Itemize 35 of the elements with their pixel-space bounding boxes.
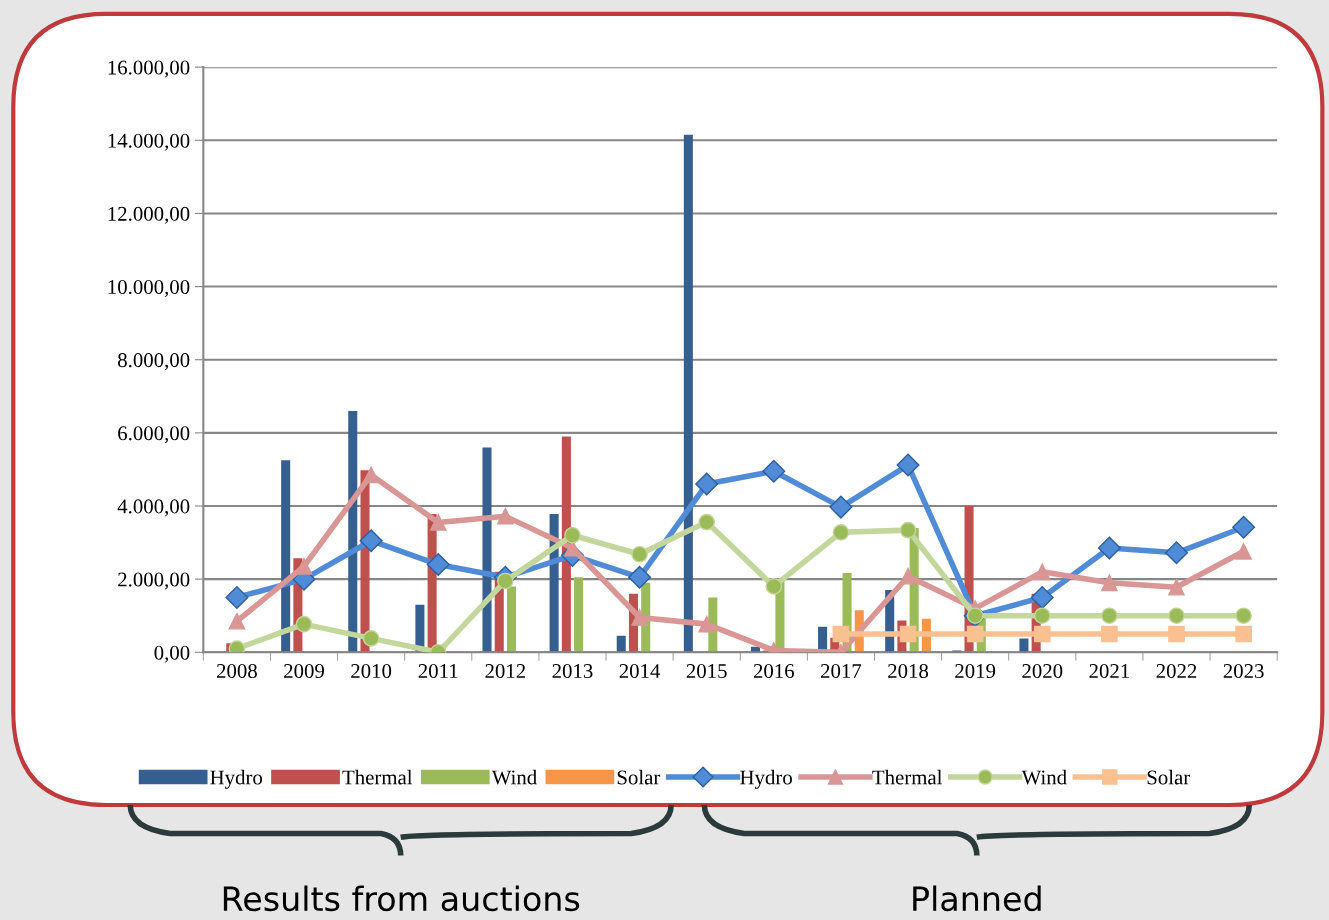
y-tick-label: 16.000,00 <box>108 60 190 78</box>
y-tick-label: 0,00 <box>154 645 190 663</box>
y-tick-label: 2.000,00 <box>118 572 190 590</box>
x-tick-label: 2010 <box>351 663 392 679</box>
legend-label: Hydro <box>210 769 263 789</box>
y-tick-label: 10.000,00 <box>108 279 190 298</box>
legend-label: Solar <box>617 769 661 785</box>
x-tick-label: 2014 <box>619 663 661 679</box>
text: Planned <box>913 885 1041 912</box>
y-tick-label: 14.000,00 <box>108 133 190 151</box>
x-tick-label: 2020 <box>1022 663 1063 679</box>
x-tick-label: 2017 <box>821 663 862 679</box>
x-tick-label: 2013 <box>552 663 593 679</box>
y-tick-label: 8.000,00 <box>118 353 190 371</box>
x-tick-label: 2021 <box>1089 663 1129 679</box>
x-tick-label: 2019 <box>955 663 996 679</box>
x-tick-label: 2022 <box>1156 663 1197 679</box>
y-tick-label: 6.000,00 <box>118 426 190 444</box>
x-tick-label: 2009 <box>284 663 324 679</box>
y-tick-label: 4.000,00 <box>117 499 190 517</box>
y-tick-label: 12.000,00 <box>108 206 190 224</box>
legend-label: Solar <box>1147 769 1191 785</box>
x-tick-label: 2012 <box>485 663 526 679</box>
legend-label: Wind <box>491 769 537 785</box>
x-tick-label: 2023 <box>1223 663 1264 679</box>
text: Results from auctions <box>223 885 580 912</box>
legend-label: Wind <box>1021 769 1067 785</box>
x-tick-label: 2015 <box>686 663 727 679</box>
legend-label: Thermal <box>872 769 943 785</box>
x-tick-label: 2016 <box>753 663 795 679</box>
legend-label: Hydro <box>740 769 792 789</box>
x-tick-label: 2008 <box>216 663 257 679</box>
x-tick-label: 2018 <box>888 663 929 679</box>
x-tick-label: 2011 <box>418 663 458 679</box>
legend-label: Thermal <box>342 769 413 785</box>
